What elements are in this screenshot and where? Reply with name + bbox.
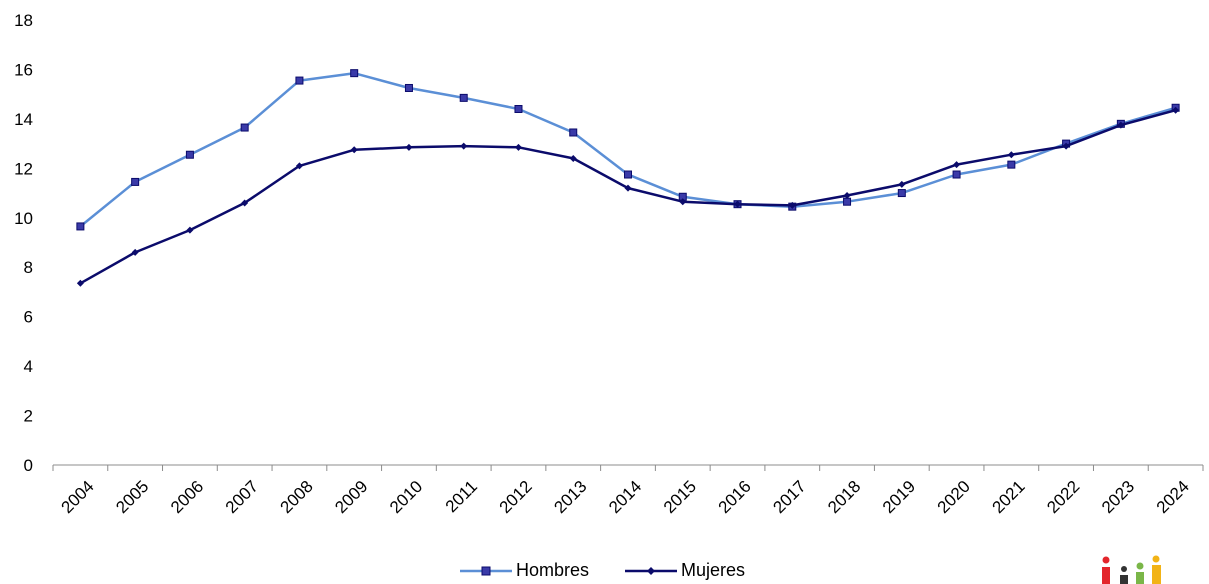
data-point-hombres xyxy=(1007,160,1016,169)
series-layer xyxy=(76,69,1180,287)
series-line-mujeres xyxy=(79,108,1176,285)
brand-logo xyxy=(1102,555,1161,584)
data-point-hombres xyxy=(350,69,359,78)
data-point-hombres xyxy=(624,170,632,179)
data-point-mujeres xyxy=(624,184,632,192)
data-point-hombres xyxy=(295,76,304,85)
data-point-mujeres xyxy=(186,226,194,234)
x-tick-label: 2019 xyxy=(879,477,919,517)
x-tick-label: 2007 xyxy=(222,477,262,517)
data-point-mujeres xyxy=(1117,121,1125,129)
x-tick-label: 2012 xyxy=(496,477,536,517)
legend-swatch-hombres xyxy=(460,566,512,575)
data-point-mujeres xyxy=(953,161,961,169)
x-tick-label: 2004 xyxy=(58,477,98,517)
legend-label-mujeres: Mujeres xyxy=(681,560,746,580)
y-tick-label: 4 xyxy=(24,357,33,376)
x-tick-label: 2013 xyxy=(550,477,590,517)
logo-bar-yellow xyxy=(1152,565,1161,584)
line-chart: 0 2 4 6 8 10 12 14 16 18 2004 2005 2006 2007 2008 2009… xyxy=(14,11,1204,517)
data-point-mujeres xyxy=(241,199,249,207)
x-tick-label: 2022 xyxy=(1043,477,1083,517)
y-axis: 0 2 4 6 8 10 12 14 16 18 xyxy=(14,11,33,475)
x-tick-label: 2011 xyxy=(442,477,481,516)
x-tick-label: 2020 xyxy=(934,477,974,517)
x-axis: 2004 2005 2006 2007 2008 2009 2010 2011 2012 2013… xyxy=(52,464,1204,517)
legend-swatch-mujeres xyxy=(625,566,678,575)
y-tick-label: 8 xyxy=(24,258,33,277)
x-tick-label: 2014 xyxy=(605,477,645,517)
data-point-hombres xyxy=(404,83,413,92)
x-tick-label: 2008 xyxy=(277,477,317,517)
series-mujeres xyxy=(76,106,1180,287)
data-point-mujeres xyxy=(1172,106,1180,114)
logo-bar-green xyxy=(1136,572,1144,584)
legend-label-hombres: Hombres xyxy=(516,560,590,580)
data-point-mujeres xyxy=(295,162,303,170)
y-tick-label: 2 xyxy=(24,407,33,426)
data-point-mujeres xyxy=(460,142,468,150)
y-tick-label: 6 xyxy=(24,308,33,327)
data-point-mujeres xyxy=(131,248,139,256)
data-point-mujeres xyxy=(76,279,84,287)
legend-item-mujeres: Mujeres xyxy=(625,560,745,581)
data-point-hombres xyxy=(185,150,194,159)
data-point-hombres xyxy=(569,128,578,137)
x-tick-label: 2023 xyxy=(1098,477,1138,517)
data-point-hombres xyxy=(843,197,852,206)
data-point-mujeres xyxy=(898,180,906,188)
logo-bar-red xyxy=(1102,567,1110,584)
data-point-hombres xyxy=(897,189,906,198)
data-point-mujeres xyxy=(788,201,796,209)
y-tick-label: 18 xyxy=(14,11,33,30)
x-tick-label: 2006 xyxy=(167,477,207,517)
data-point-hombres xyxy=(514,105,523,113)
series-hombres xyxy=(76,69,1180,231)
x-tick-label: 2015 xyxy=(660,477,700,517)
x-tick-label: 2017 xyxy=(769,477,809,517)
logo-dot-red xyxy=(1102,556,1110,564)
data-point-hombres xyxy=(76,222,85,231)
data-point-hombres xyxy=(459,93,468,102)
data-point-mujeres xyxy=(405,143,413,151)
legend: Hombres Mujeres xyxy=(460,560,745,581)
x-tick-label: 2005 xyxy=(112,477,152,517)
logo-dot-dark xyxy=(1121,566,1127,572)
data-point-mujeres xyxy=(1062,142,1070,150)
x-tick-label: 2018 xyxy=(824,477,864,517)
data-point-mujeres xyxy=(734,200,742,208)
logo-bar-dark xyxy=(1120,575,1128,584)
data-point-mujeres xyxy=(843,192,851,200)
logo-dot-green xyxy=(1136,562,1144,570)
y-tick-label: 12 xyxy=(14,159,33,178)
x-tick-label: 2016 xyxy=(715,477,755,517)
x-tick-label: 2010 xyxy=(386,477,426,517)
data-point-mujeres xyxy=(679,198,687,206)
y-tick-label: 14 xyxy=(14,110,33,129)
data-point-hombres xyxy=(240,123,249,132)
x-tick-label: 2009 xyxy=(331,477,371,517)
y-tick-label: 16 xyxy=(14,60,33,79)
y-tick-label: 0 xyxy=(24,456,33,475)
data-point-hombres xyxy=(131,177,140,186)
y-tick-label: 10 xyxy=(14,209,33,228)
data-point-mujeres xyxy=(569,154,577,162)
legend-item-hombres: Hombres xyxy=(460,560,589,581)
logo-dot-yellow xyxy=(1152,555,1160,563)
data-point-mujeres xyxy=(350,146,358,154)
x-tick-label: 2021 xyxy=(988,477,1028,517)
data-point-mujeres xyxy=(514,143,522,151)
data-point-hombres xyxy=(952,170,961,179)
data-point-mujeres xyxy=(1007,151,1015,159)
x-tick-label: 2024 xyxy=(1153,477,1193,517)
